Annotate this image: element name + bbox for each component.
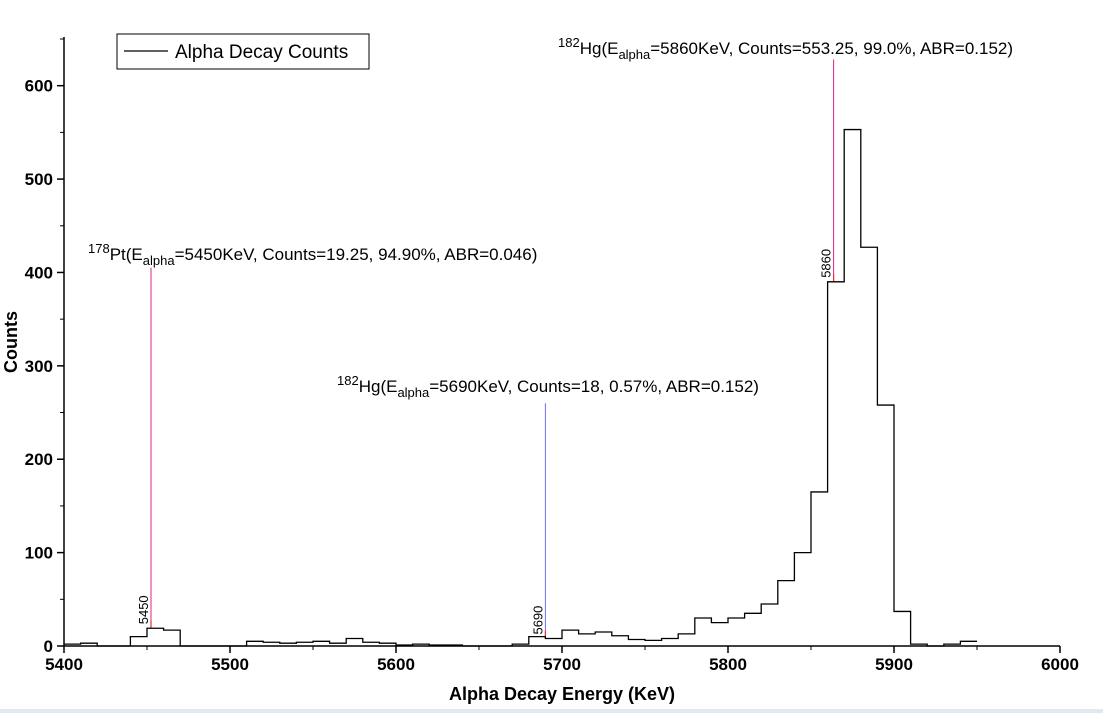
- x-axis-title: Alpha Decay Energy (KeV): [449, 684, 675, 704]
- peak-energy-label: 5690: [530, 606, 545, 635]
- annotation-pt178: 178Pt(Ealpha=5450KeV, Counts=19.25, 94.9…: [88, 241, 537, 268]
- annotation-hg5860-element: Hg: [580, 39, 602, 58]
- y-tick-label: 200: [25, 450, 53, 469]
- x-tick-label: 5500: [211, 655, 249, 674]
- legend: Alpha Decay Counts: [116, 33, 370, 70]
- annotation-hg5690-sub: alpha: [397, 385, 430, 400]
- legend-label: Alpha Decay Counts: [175, 42, 348, 63]
- annotation-hg182-5860: 182Hg(Ealpha=5860KeV, Counts=553.25, 99.…: [558, 35, 1013, 62]
- annotation-hg5690-element: Hg: [359, 377, 381, 396]
- series-step-line: [64, 128, 977, 647]
- annotation-hg5860-open: (E: [601, 39, 618, 58]
- y-tick-label: 0: [44, 637, 53, 656]
- y-tick-label: 500: [25, 170, 53, 189]
- x-tick-label: 5900: [875, 655, 913, 674]
- y-tick-label: 600: [25, 77, 53, 96]
- x-tick-label: 5600: [377, 655, 415, 674]
- y-tick-label: 300: [25, 357, 53, 376]
- peak-markers: 5450 5690 5860: [136, 59, 835, 639]
- annotation-hg5860-rest: =5860KeV, Counts=553.25, 99.0%, ABR=0.15…: [650, 39, 1013, 58]
- y-tick-label: 400: [25, 263, 53, 282]
- annotation-hg5690-mass: 182: [337, 373, 359, 388]
- y-tick-label: 100: [25, 544, 53, 563]
- axes: 5400 5500 5600 5700 5800 5900 6000 0 100 200 300 4…: [25, 37, 1079, 674]
- annotation-pt178-rest: =5450KeV, Counts=19.25, 94.90%, ABR=0.04…: [175, 245, 538, 264]
- x-tick-label: 5800: [709, 655, 747, 674]
- peak-energy-label: 5450: [136, 595, 151, 624]
- peak-energy-label: 5860: [819, 249, 834, 278]
- x-tick-label: 6000: [1041, 655, 1079, 674]
- annotation-pt178-mass: 178: [88, 241, 110, 256]
- annotation-hg5860-mass: 182: [558, 35, 580, 50]
- x-tick-label: 5700: [543, 655, 581, 674]
- annotation-hg182-5690: 182Hg(Ealpha=5690KeV, Counts=18, 0.57%, …: [337, 373, 759, 400]
- y-ticks: 0 100 200 300 400 500 600: [25, 38, 64, 656]
- x-tick-label: 5400: [45, 655, 83, 674]
- annotations: 178Pt(Ealpha=5450KeV, Counts=19.25, 94.9…: [88, 35, 1013, 400]
- annotation-pt178-open: (E: [126, 245, 143, 264]
- annotation-hg5690-open: (E: [380, 377, 397, 396]
- annotation-hg5860-sub: alpha: [618, 47, 651, 62]
- y-axis-title: Counts: [1, 311, 21, 373]
- annotation-hg5690-rest: =5690KeV, Counts=18, 0.57%, ABR=0.152): [429, 377, 759, 396]
- annotation-pt178-sub: alpha: [143, 253, 176, 268]
- x-ticks: 5400 5500 5600 5700 5800 5900 6000: [45, 646, 1079, 674]
- annotation-pt178-element: Pt: [110, 245, 126, 264]
- window-bottom-bar: [0, 709, 1103, 713]
